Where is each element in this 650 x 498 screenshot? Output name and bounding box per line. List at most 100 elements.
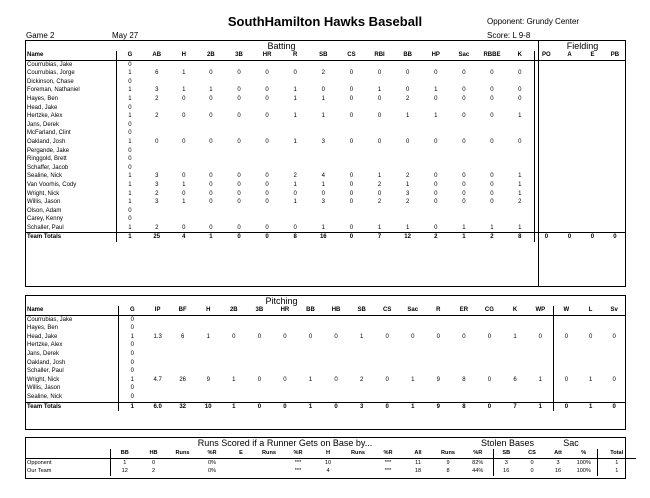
table-cell [225, 129, 253, 138]
table-cell [374, 367, 400, 376]
table-cell [604, 215, 626, 224]
table-cell [579, 350, 602, 359]
table-cell: 0 [224, 232, 254, 243]
table-cell: 0 [462, 138, 466, 145]
table-cell [170, 367, 196, 376]
table-cell [552, 315, 579, 325]
table-cell [422, 104, 450, 113]
table-cell [298, 359, 324, 368]
table-cell [394, 215, 422, 224]
table-cell [323, 384, 349, 393]
table-cell [528, 359, 554, 368]
table-cell [143, 104, 171, 113]
table-cell [197, 60, 225, 69]
table-cell: 10 [195, 401, 222, 412]
table-cell: 2 [321, 70, 325, 77]
table-cell: 2 [155, 190, 159, 197]
table-cell: 1 [399, 401, 426, 412]
table-cell: E [581, 51, 604, 61]
table-cell [581, 147, 604, 156]
table-cell: A [558, 51, 581, 61]
table-cell: 0 [182, 224, 186, 231]
table-cell: 1 [405, 113, 410, 120]
table-cell [195, 384, 221, 393]
table-cell [506, 78, 534, 87]
table-cell: 0 [490, 87, 494, 94]
table-cell: 1 [293, 95, 297, 102]
table-cell [143, 129, 171, 138]
table-cell: 3B [246, 306, 273, 316]
table-cell [400, 393, 426, 402]
table-cell [349, 393, 375, 402]
row-label: Sealine, Nick [27, 173, 63, 180]
table-cell [451, 367, 477, 376]
stolen-section-title: Stolen Bases [480, 438, 535, 448]
table-cell: IP [145, 306, 170, 316]
sac-section-title: Sac [563, 438, 579, 448]
table-cell [579, 367, 602, 376]
table-cell [602, 350, 626, 359]
table-cell: 0 [552, 332, 579, 342]
table-cell: 0 [209, 138, 213, 145]
table-cell [581, 112, 604, 121]
table-cell: 0 [246, 401, 273, 412]
table-cell: 0 [377, 138, 382, 145]
table-cell [227, 458, 255, 467]
table-cell: 0 [116, 103, 143, 113]
table-cell: 0 [257, 333, 262, 340]
table-cell [400, 384, 426, 393]
table-cell [506, 207, 534, 216]
table-cell [227, 467, 255, 476]
table-cell [602, 393, 626, 402]
table-cell: Sv [602, 306, 626, 316]
table-cell: 2 [405, 199, 410, 206]
table-cell: 25 [142, 232, 171, 243]
table-cell: 0 [209, 70, 213, 77]
table-cell [506, 215, 534, 224]
table-cell: 1 [116, 94, 143, 104]
table-cell [528, 367, 554, 376]
table-cell [533, 86, 559, 95]
table-cell [170, 315, 196, 324]
table-cell: 0 [462, 181, 466, 188]
row-label: Ringgold, Brett [27, 156, 67, 163]
table-cell: 0 [530, 468, 534, 475]
table-cell: 0 [490, 95, 494, 102]
table-cell [558, 224, 581, 233]
table-cell: 1 [116, 172, 143, 181]
row-label: Team Totals [25, 401, 119, 412]
table-cell [281, 164, 309, 173]
table-cell: 0 [349, 224, 354, 231]
table-cell [337, 60, 365, 69]
table-cell: *** [294, 459, 302, 466]
table-cell: 1 [377, 224, 382, 231]
table-cell: 0 [272, 401, 298, 412]
table-cell: 0 [462, 199, 466, 206]
table-row: Willis, Jason 0 [25, 384, 626, 393]
table-cell: 0 [552, 375, 579, 385]
table-cell: 0 [434, 181, 438, 188]
table-row: Head, Jake 0 [25, 103, 626, 113]
table-cell: 1 [321, 181, 325, 188]
table-cell [225, 215, 253, 224]
table-cell [477, 324, 503, 333]
table-cell [581, 104, 604, 113]
table-cell [281, 147, 309, 156]
table-cell [143, 60, 171, 69]
table-cell: 0 [552, 401, 579, 412]
table-cell [422, 60, 450, 69]
table-cell: 0 [490, 70, 494, 77]
table-cell [477, 350, 503, 359]
table-cell [221, 315, 247, 324]
table-cell [422, 121, 450, 130]
table-cell [602, 359, 626, 368]
table-cell [197, 129, 225, 138]
table-cell: 3B [224, 51, 254, 61]
table-cell [337, 164, 365, 173]
table-cell: 12 [393, 232, 422, 243]
table-cell: 18 [414, 468, 422, 475]
table-row: Head, Jake 1 1.3 6 1 0 0 0 0 0 1 0 0 0 0 0 1 0 0 0 0 [25, 332, 626, 342]
table-cell: 0 [293, 70, 297, 77]
table-cell [195, 324, 221, 333]
table-cell: 0 [377, 113, 382, 120]
